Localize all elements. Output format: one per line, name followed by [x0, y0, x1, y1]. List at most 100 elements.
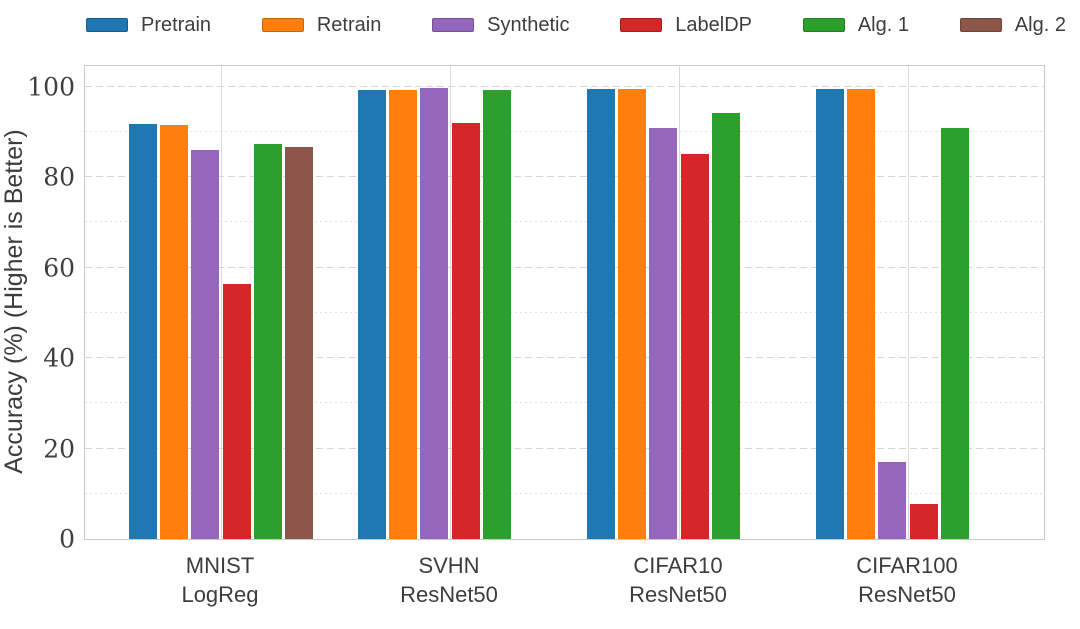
bar-slot-retrain: [618, 66, 647, 539]
y-tick-label-100: 100: [27, 72, 75, 102]
gridline-major-80: [85, 176, 1044, 178]
bar-slot-synthetic: [649, 66, 678, 539]
bar-labeldp-cifar10: [680, 154, 709, 539]
bar-slot-alg-2: [514, 66, 542, 539]
gridline-vertical-cifar100: [908, 66, 909, 539]
bar-alg-1-mnist: [253, 144, 282, 539]
legend-item-synthetic: Synthetic: [432, 14, 569, 37]
bar-slot-alg-1: [482, 66, 511, 539]
bar-synthetic-cifar100: [878, 462, 907, 539]
bar-group-cifar100-resnet50: [816, 66, 1000, 539]
gridline-minor-70: [85, 221, 1044, 223]
y-tick-label-40: 40: [43, 343, 75, 373]
y-tick-label-20: 20: [43, 434, 75, 464]
legend-item-retrain: Retrain: [261, 13, 382, 37]
bar-synthetic-svhn: [420, 88, 449, 539]
bar-pretrain-cifar100: [816, 89, 844, 539]
bar-retrain-mnist: [160, 124, 189, 539]
bar-slot-alg-1: [253, 66, 282, 539]
x-tick-label-cifar100: CIFAR100 ResNet50: [856, 551, 958, 609]
bar-slot-alg-2: [743, 66, 771, 539]
x-tick-model: LogReg: [181, 582, 259, 607]
x-tick-model: ResNet50: [858, 582, 956, 607]
legend-item-pretrain: Pretrain: [86, 14, 211, 37]
bar-slot-synthetic: [191, 66, 220, 539]
gridline-major-60: [85, 266, 1044, 268]
x-tick-label-svhn: SVHN ResNet50: [400, 551, 498, 609]
legend-swatch-icon: [959, 18, 1002, 32]
gridline-major-100: [85, 85, 1044, 87]
gridline-major-40: [85, 357, 1044, 359]
bar-slot-synthetic: [878, 66, 907, 539]
gridline-major-20: [85, 447, 1044, 449]
bar-alg-1-cifar100: [940, 127, 969, 539]
bar-slot-pretrain: [587, 66, 615, 539]
bar-alg-2-mnist: [284, 146, 313, 539]
y-tick-label-60: 60: [43, 253, 75, 283]
bar-retrain-cifar100: [847, 88, 876, 539]
legend-swatch-icon: [261, 18, 304, 32]
bar-slot-alg-1: [711, 66, 740, 539]
gridline-minor-10: [85, 492, 1044, 494]
gridline-vertical-cifar10: [679, 66, 680, 539]
gridline-vertical-mnist: [221, 66, 222, 539]
bar-slot-labeldp: [222, 66, 251, 539]
y-tick-label-0: 0: [59, 524, 75, 554]
bar-group-mnist-logreg: [129, 66, 313, 539]
bar-slot-alg-2: [284, 66, 313, 539]
bar-slot-pretrain: [816, 66, 844, 539]
bar-synthetic-cifar10: [649, 127, 678, 539]
legend-label: Alg. 1: [857, 13, 909, 36]
bar-slot-alg-2: [972, 66, 1000, 539]
gridline-vertical-svhn: [450, 66, 451, 539]
bar-slot-synthetic: [420, 66, 449, 539]
legend-label: Pretrain: [141, 13, 212, 36]
x-tick-model: ResNet50: [629, 582, 727, 607]
bar-slot-retrain: [389, 66, 418, 539]
x-tick-dataset: MNIST: [185, 553, 255, 578]
plot-area: 0 20 40 60 80 100: [27, 65, 1045, 554]
bar-retrain-svhn: [389, 90, 418, 539]
legend-label: Retrain: [316, 13, 382, 36]
bar-retrain-cifar10: [618, 88, 647, 539]
bar-pretrain-mnist: [129, 123, 157, 539]
legend-swatch-icon: [432, 18, 475, 32]
chart-legend: Pretrain Retrain Synthetic LabelDP Alg. 1 Alg…: [86, 11, 1066, 39]
legend-swatch-icon: [620, 18, 663, 32]
x-tick-dataset: SVHN: [418, 553, 480, 578]
bar-slot-pretrain: [358, 66, 386, 539]
bar-synthetic-mnist: [191, 150, 220, 539]
bar-labeldp-mnist: [222, 283, 251, 539]
legend-item-alg-2: Alg. 2: [959, 14, 1066, 37]
x-tick-model: ResNet50: [400, 582, 498, 607]
bar-slot-alg-1: [940, 66, 969, 539]
bar-alg-1-svhn: [482, 89, 511, 539]
legend-item-alg-1: Alg. 1: [802, 13, 909, 37]
x-tick-label-mnist: MNIST LogReg: [181, 551, 258, 609]
y-axis-title-text: Accuracy (%) (Higher is Better): [0, 129, 28, 474]
bar-group-cifar10-resnet50: [587, 66, 771, 539]
y-axis-title: Accuracy (%) (Higher is Better): [0, 65, 34, 538]
bar-slot-retrain: [160, 66, 189, 539]
bar-pretrain-svhn: [358, 89, 386, 539]
y-tick-label-80: 80: [43, 162, 75, 192]
x-tick-label-cifar10: CIFAR10 ResNet50: [629, 551, 727, 609]
bar-slot-retrain: [847, 66, 876, 539]
bar-pretrain-cifar10: [587, 88, 615, 539]
legend-label: LabelDP: [675, 13, 752, 36]
legend-swatch-icon: [802, 18, 845, 32]
legend-item-labeldp: LabelDP: [620, 14, 752, 37]
x-tick-dataset: CIFAR10: [633, 553, 723, 578]
bar-slot-pretrain: [129, 66, 157, 539]
legend-label: Synthetic: [487, 13, 570, 36]
bar-alg-1-cifar10: [711, 112, 740, 539]
bar-slot-labeldp: [680, 66, 709, 539]
legend-swatch-icon: [86, 18, 128, 32]
gridline-minor-30: [85, 402, 1044, 404]
bar-slot-labeldp: [451, 66, 480, 539]
bar-labeldp-cifar100: [909, 503, 938, 539]
bar-labeldp-svhn: [451, 123, 480, 539]
bar-slot-labeldp: [909, 66, 938, 539]
x-tick-dataset: CIFAR100: [856, 553, 958, 578]
gridline-minor-90: [85, 131, 1044, 133]
